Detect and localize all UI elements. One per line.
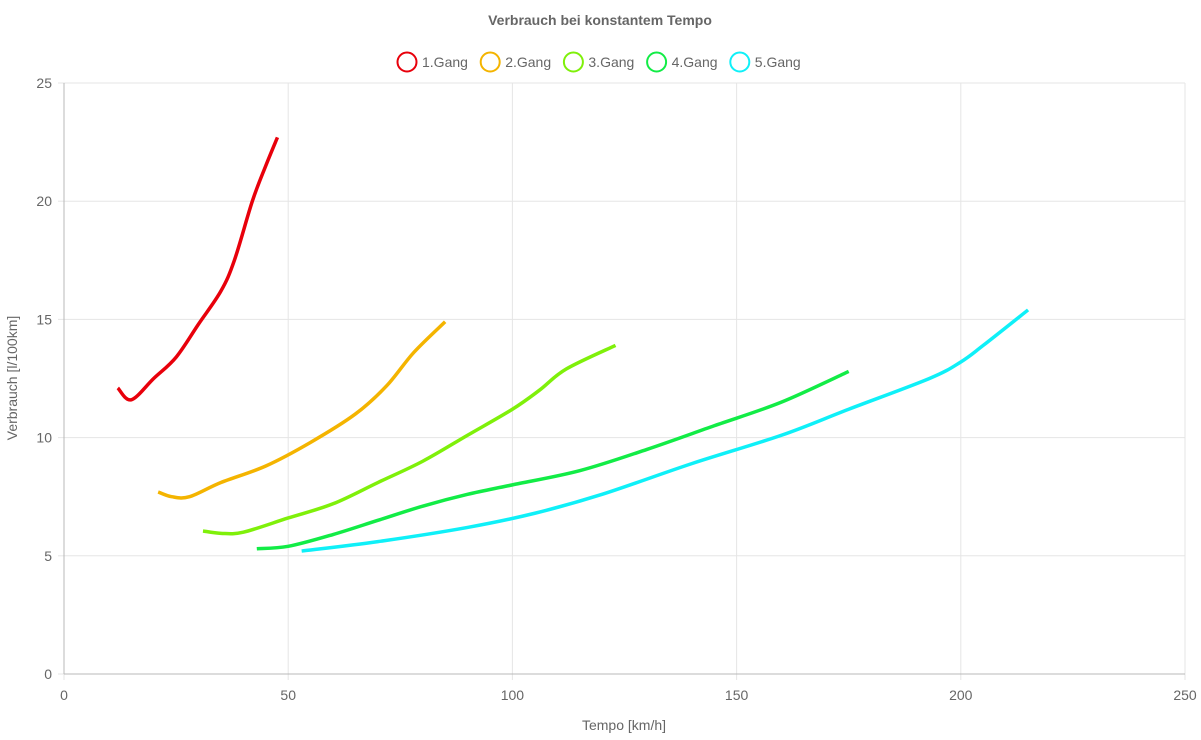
grid [58,82,1186,680]
legend-label: 5.Gang [755,54,801,70]
legend-item-5[interactable]: 5.Gang [729,51,801,73]
legend-swatch [729,51,751,73]
x-tick-label: 150 [725,687,749,703]
y-tick-label: 5 [44,548,52,564]
x-tick-label: 50 [280,687,296,703]
series-line-2[interactable] [157,320,447,500]
y-tick-label: 20 [36,193,52,209]
legend-swatch [396,51,418,73]
legend-swatch [646,51,668,73]
legend-swatch [479,51,501,73]
legend-label: 4.Gang [672,54,718,70]
axes: 0 50 100 150 200 250 0 5 10 15 20 25 [36,75,1196,703]
series-line-3[interactable] [202,343,617,536]
y-tick-label: 0 [44,666,52,682]
legend-label: 2.Gang [505,54,551,70]
y-tick-label: 10 [36,430,52,446]
x-tick-label: 200 [949,687,973,703]
y-axis-title: Verbrauch [l/100km] [4,316,20,441]
series-line-1[interactable] [116,136,280,402]
legend-swatch [562,51,584,73]
legend-item-1[interactable]: 1.Gang [396,51,468,73]
chart-title: Verbrauch bei konstantem Tempo [488,12,712,28]
y-tick-label: 15 [36,311,52,327]
legend: 1.Gang 2.Gang 3.Gang 4.Gang 5.Gang [396,51,801,73]
x-tick-label: 0 [60,687,68,703]
legend-item-3[interactable]: 3.Gang [562,51,634,73]
legend-item-4[interactable]: 4.Gang [646,51,718,73]
legend-label: 1.Gang [422,54,468,70]
legend-item-2[interactable]: 2.Gang [479,51,551,73]
x-tick-label: 250 [1173,687,1197,703]
series-line-5[interactable] [301,308,1030,553]
x-tick-label: 100 [501,687,525,703]
series-line-4[interactable] [256,369,850,551]
y-tick-label: 25 [36,75,52,91]
series-lines [116,136,1030,553]
legend-label: 3.Gang [588,54,634,70]
x-axis-title: Tempo [km/h] [582,717,666,733]
